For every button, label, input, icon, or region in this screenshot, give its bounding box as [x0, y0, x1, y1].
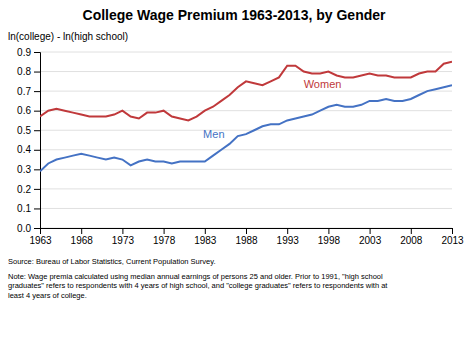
- tick-mark: [122, 228, 123, 234]
- tick-label: 0.7: [17, 86, 31, 97]
- annotation: Source: Bureau of Labor Statistics, Curr…: [8, 257, 215, 266]
- tick-label: 1988: [235, 235, 258, 246]
- tick-mark: [34, 150, 40, 151]
- tick-label: 1998: [318, 235, 341, 246]
- tick-mark: [34, 52, 40, 53]
- title: College Wage Premium 1963-2013, by Gende…: [83, 7, 386, 23]
- axis-line: [34, 53, 41, 229]
- tick-mark: [34, 189, 40, 190]
- tick-mark: [34, 228, 40, 229]
- tick-label: 0.9: [17, 47, 31, 58]
- series-label: Women: [304, 78, 342, 90]
- tick: 1983: [194, 228, 217, 246]
- tick: 1963: [29, 228, 52, 246]
- tick: 2008: [400, 228, 423, 246]
- axis-line: [41, 229, 453, 235]
- tick: 1988: [235, 228, 258, 246]
- grid-line: [40, 188, 452, 189]
- grid-line: [40, 149, 452, 150]
- tick-mark: [81, 228, 82, 234]
- grid-line: [40, 71, 452, 72]
- grid-line: [40, 52, 452, 53]
- tick-label: 1978: [153, 235, 176, 246]
- tick: 2013: [441, 228, 464, 246]
- chart: College Wage Premium 1963-2013, by Gende…: [0, 0, 468, 340]
- tick-mark: [287, 228, 288, 234]
- tick: 0.8: [17, 66, 40, 77]
- tick-label: 1983: [194, 235, 217, 246]
- tick: 1993: [277, 228, 300, 246]
- tick-label: 1973: [112, 235, 135, 246]
- tick: 0.1: [17, 203, 40, 214]
- tick-label: 0.0: [17, 223, 31, 234]
- tick: 0.9: [17, 47, 40, 58]
- y-axis: 0.0 0.1 0.2 0.3 0.4 0.5 0.6 0.7 0.8 0.9: [17, 47, 40, 234]
- tick-label: 2013: [441, 235, 464, 246]
- y-axis-label: ln(college) - ln(high school): [8, 31, 128, 42]
- tick: 2003: [359, 228, 382, 246]
- grid-line: [40, 91, 452, 92]
- tick-mark: [34, 72, 40, 73]
- tick-label: 0.6: [17, 105, 31, 116]
- tick: 1968: [71, 228, 94, 246]
- series-line: [40, 62, 452, 121]
- tick: 0.7: [17, 86, 40, 97]
- tick-mark: [328, 228, 329, 234]
- tick: 0.4: [17, 144, 40, 155]
- grid-line: [40, 169, 452, 170]
- tick-mark: [34, 208, 40, 209]
- tick-mark: [411, 228, 412, 234]
- tick: 1998: [318, 228, 341, 246]
- tick-label: 0.1: [17, 203, 31, 214]
- tick-label: 0.3: [17, 164, 31, 175]
- grid-line: [40, 130, 452, 131]
- tick-label: 0.4: [17, 144, 31, 155]
- grid-line: [40, 110, 452, 111]
- tick-label: 2003: [359, 235, 382, 246]
- x-axis: 1963 1968 1973 1978 1983 1988 1993 1998 2003 2008…: [29, 228, 464, 246]
- tick: 0.6: [17, 105, 40, 116]
- tick-label: 1963: [29, 235, 52, 246]
- tick-mark: [34, 169, 40, 170]
- tick-label: 2008: [400, 235, 423, 246]
- tick-mark: [246, 228, 247, 234]
- tick: 0.0: [17, 223, 40, 234]
- grid-line: [40, 208, 452, 209]
- tick-label: 0.8: [17, 66, 31, 77]
- tick: 1978: [153, 228, 176, 246]
- annotation: Note: Wage premia calculated using media…: [8, 272, 388, 300]
- tick-label: 0.2: [17, 184, 31, 195]
- tick-mark: [452, 228, 453, 234]
- tick-mark: [34, 111, 40, 112]
- tick-mark: [370, 228, 371, 234]
- series-line: [40, 85, 452, 171]
- tick-label: 1993: [277, 235, 300, 246]
- tick-mark: [34, 130, 40, 131]
- tick-label: 0.5: [17, 125, 31, 136]
- grid: [40, 52, 452, 228]
- tick-label: 1968: [71, 235, 94, 246]
- tick: 0.5: [17, 125, 40, 136]
- tick-mark: [164, 228, 165, 234]
- series-label: Men: [203, 128, 224, 140]
- tick: 0.3: [17, 164, 40, 175]
- tick-mark: [34, 91, 40, 92]
- tick-mark: [205, 228, 206, 234]
- tick: 1973: [112, 228, 135, 246]
- tick: 0.2: [17, 184, 40, 195]
- lines: [40, 62, 452, 172]
- plot: 1963 1968 1973 1978 1983 1988 1993 1998 2003 2008…: [17, 47, 464, 246]
